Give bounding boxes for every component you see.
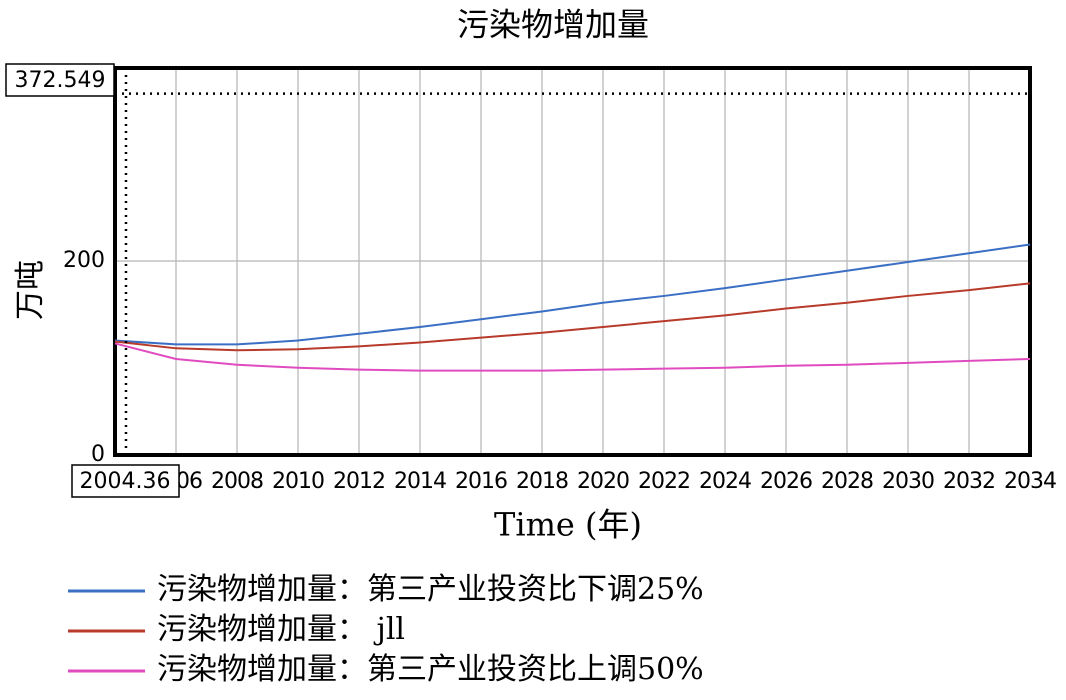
x-tick-label: 2034 xyxy=(1004,469,1056,494)
series-line xyxy=(114,243,1031,346)
cursor-y-label: 372.549 xyxy=(15,68,106,93)
x-tick-label: 2024 xyxy=(699,469,751,494)
plot-frame xyxy=(113,66,1032,457)
cursor-box xyxy=(71,464,180,498)
cursor-box xyxy=(5,63,115,97)
x-tick-label: 2020 xyxy=(577,469,629,494)
cursor-x-label: 2004.36 xyxy=(80,469,171,494)
x-tick-label: 2008 xyxy=(211,469,263,494)
series-line xyxy=(114,282,1031,352)
x-tick-label: 2012 xyxy=(333,469,385,494)
x-tick-label: 2026 xyxy=(760,469,812,494)
x-tick-label: 2022 xyxy=(638,469,690,494)
x-tick-label: 2028 xyxy=(821,469,873,494)
y-axis-label: 万吨 xyxy=(13,260,48,320)
x-tick-label: 2018 xyxy=(516,469,568,494)
series-line xyxy=(114,342,1031,372)
x-tick-label: 2030 xyxy=(882,469,934,494)
legend-label: 污染物增加量： jll xyxy=(157,612,405,647)
x-tick-label: 2010 xyxy=(272,469,324,494)
chart-title: 污染物增加量 xyxy=(457,6,649,44)
x-axis-label: Time (年) xyxy=(494,506,642,544)
legend-label: 污染物增加量：第三产业投资比上调50% xyxy=(157,652,704,687)
x-tick-label: 2014 xyxy=(394,469,446,494)
y-tick-label: 200 xyxy=(63,248,105,273)
x-tick-label: 2032 xyxy=(943,469,995,494)
x-tick-label: 2016 xyxy=(455,469,507,494)
legend-label: 污染物增加量：第三产业投资比下调25% xyxy=(157,572,704,607)
y-tick-label: 0 xyxy=(91,442,105,467)
